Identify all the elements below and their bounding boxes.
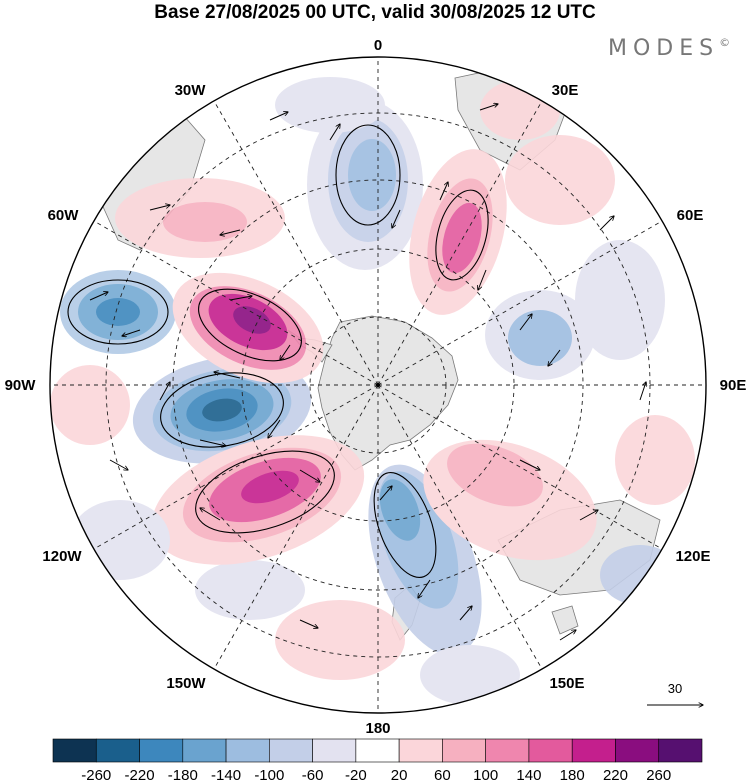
lon-label-90e: 90E [720, 377, 747, 394]
tasmania-land [551, 605, 579, 635]
colorbar-tick-label: 220 [603, 767, 628, 783]
map-title: Base 27/08/2025 00 UTC, valid 30/08/2025… [154, 2, 596, 23]
colorbar-tick-label: 180 [560, 767, 585, 783]
lon-label-120w: 120W [42, 548, 82, 565]
colorbar-bin [312, 738, 357, 763]
modes-logo: MODES© [608, 36, 730, 61]
colorbar-bin [139, 738, 184, 763]
colorbar: -260 -220 -180 -140 -100 -60 -20 20 60 100 140 180 2… [52, 738, 703, 783]
colorbar-tick-label: -140 [211, 767, 241, 783]
colorbar-bin [398, 738, 443, 763]
wind-vectors [89, 104, 646, 641]
colorbar-bin [225, 738, 270, 763]
colorbar-tick-label: 140 [516, 767, 541, 783]
colorbar-bin [52, 738, 97, 763]
colorbar-tick-label: 60 [434, 767, 451, 783]
negative-lobe-east [485, 290, 595, 380]
colorbar-bin [182, 738, 227, 763]
map-boundary [49, 56, 707, 714]
lon-label-60w: 60W [48, 207, 80, 224]
lon-label-30w: 30W [175, 82, 207, 99]
colorbar-bin [269, 738, 313, 763]
positive-lobe-west [172, 272, 324, 384]
colorbar-tick-label: 260 [646, 767, 671, 783]
colorbar-bin [528, 738, 573, 763]
colorbar-tick-label: 100 [473, 767, 498, 783]
weak-positive-misc [50, 80, 695, 680]
lon-label-120e: 120E [675, 548, 710, 565]
colorbar-bin [615, 738, 660, 763]
antarctica-land [317, 315, 459, 471]
logo-mark: © [719, 36, 731, 49]
colorbar-bin [442, 738, 486, 763]
lon-label-150e: 150E [549, 675, 584, 692]
longitude-labels: 0 30E 60E 90E 120E 150E 180 150W 120W 90… [5, 37, 747, 737]
colorbar-bin [95, 738, 140, 763]
negative-lobe-west [60, 270, 176, 354]
logo-text: MODES [608, 36, 720, 61]
colorbar-tick-label: -100 [254, 767, 284, 783]
meridians [50, 57, 706, 713]
colorbar-bin [355, 738, 400, 763]
colorbar-tick-label: -180 [168, 767, 198, 783]
colorbar-tick-label: -260 [81, 767, 111, 783]
reference-vector: 30 [647, 681, 703, 705]
colorbar-tick-label: -60 [302, 767, 324, 783]
positive-lobe-northwest [115, 178, 285, 258]
positive-lobe-southeast [423, 439, 597, 561]
reference-vector-label: 30 [668, 681, 682, 696]
lon-label-0: 0 [374, 37, 382, 54]
colorbar-bin [571, 738, 616, 763]
lon-label-60e: 60E [677, 207, 704, 224]
south-pole-marker [376, 383, 380, 387]
colorbar-bin [658, 738, 703, 763]
weak-negative-southwest [195, 560, 305, 620]
colorbar-tick-label: -220 [125, 767, 155, 783]
negative-lobe-southeast [600, 545, 680, 605]
colorbar-bin [485, 738, 530, 763]
circulation-contours [67, 124, 489, 578]
colorbar-tick-label: 20 [391, 767, 408, 783]
lon-label-150w: 150W [166, 675, 206, 692]
lon-label-180: 180 [365, 720, 390, 737]
lon-label-90w: 90W [5, 377, 37, 394]
lon-label-30e: 30E [552, 82, 579, 99]
weak-negative-misc [70, 77, 665, 705]
colorbar-tick-label: -20 [345, 767, 367, 783]
